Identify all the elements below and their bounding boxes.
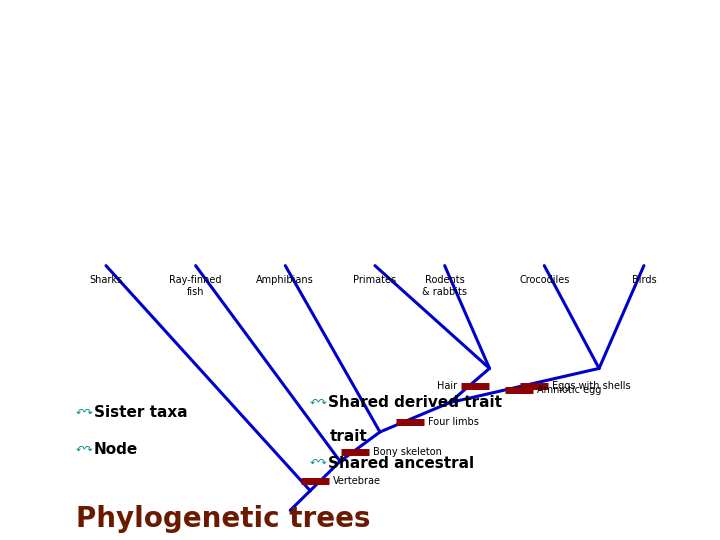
Text: ↶↷: ↶↷ bbox=[76, 444, 94, 455]
Text: Bony skeleton: Bony skeleton bbox=[373, 447, 442, 456]
Text: Sister taxa: Sister taxa bbox=[94, 405, 188, 420]
Text: Amphibians: Amphibians bbox=[256, 275, 314, 286]
Text: Sharks: Sharks bbox=[89, 275, 122, 286]
Text: Phylogenetic trees: Phylogenetic trees bbox=[76, 505, 371, 534]
Text: Eggs with shells: Eggs with shells bbox=[552, 381, 631, 390]
Text: Birds: Birds bbox=[631, 275, 656, 286]
Text: Vertebrae: Vertebrae bbox=[333, 476, 381, 486]
Text: Shared derived trait: Shared derived trait bbox=[328, 395, 502, 410]
Text: trait: trait bbox=[330, 429, 368, 444]
Text: Primates: Primates bbox=[354, 275, 397, 286]
Text: Hair: Hair bbox=[436, 381, 456, 390]
Text: Shared ancestral: Shared ancestral bbox=[328, 456, 474, 471]
Text: ↶↷: ↶↷ bbox=[310, 458, 328, 468]
Text: Ray-finned
fish: Ray-finned fish bbox=[169, 275, 222, 297]
Text: Amniotic egg: Amniotic egg bbox=[537, 386, 602, 395]
Text: Node: Node bbox=[94, 442, 138, 457]
Text: ↶↷: ↶↷ bbox=[76, 407, 94, 417]
Text: Four limbs: Four limbs bbox=[428, 417, 479, 427]
Text: Crocodiles: Crocodiles bbox=[519, 275, 570, 286]
Text: Rodents
& rabbits: Rodents & rabbits bbox=[422, 275, 467, 297]
Text: ↶↷: ↶↷ bbox=[310, 397, 328, 408]
